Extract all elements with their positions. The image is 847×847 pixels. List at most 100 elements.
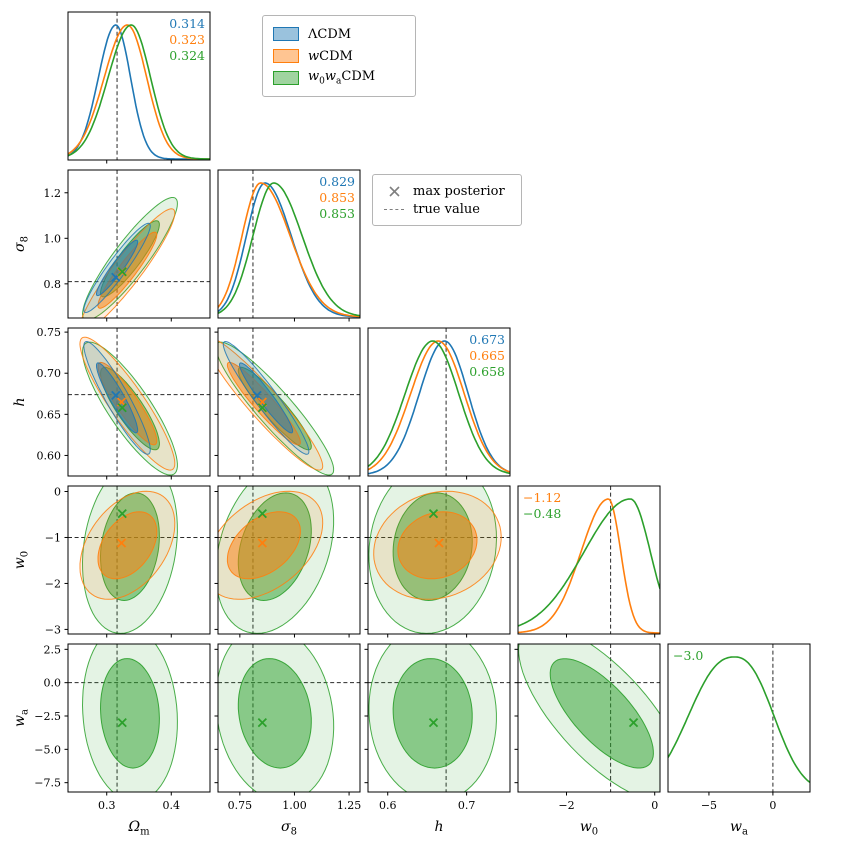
ticks-panel-w0-vs-sigma_8 <box>214 491 350 638</box>
y-tick-label-wa: 0.0 <box>44 677 62 690</box>
ticks-panel-sigma_8-density <box>239 318 350 322</box>
y-tick-label-wa: −2.5 <box>34 710 61 723</box>
panel-sigma_8-vs-omega_m <box>68 170 210 318</box>
ticks-panel-h-vs-sigma_8 <box>214 331 350 480</box>
max-posterior-marker-w0wacdm <box>257 718 267 728</box>
panel-h-vs-sigma_8 <box>218 328 360 476</box>
max-posterior-value-wcdm-omega_m: 0.323 <box>169 32 205 47</box>
panel-frame <box>667 643 811 793</box>
ticks-panel-wa-vs-omega_m: 0.3 0.4 2.5 0.0 −2.5 −5.0 −7.5 <box>34 643 180 812</box>
panel-frame <box>217 485 361 635</box>
y-tick-label-h: 0.70 <box>37 367 62 380</box>
density-curve-wcdm-h <box>368 340 510 473</box>
max-posterior-value-w0wacdm-wa: −3.0 <box>673 648 703 663</box>
legend-label-lcdm: ΛCDM <box>308 26 352 42</box>
x-axis-label-sigma_8: σ8 <box>281 819 297 838</box>
x-tick-label-sigma_8: 1.00 <box>282 799 307 812</box>
max-posterior-marker-w0wacdm <box>428 508 439 519</box>
ticks-panel-omega_m-density <box>106 160 172 164</box>
y-axis-label-sigma_8: σ8 <box>12 236 31 252</box>
x-axis-label-w0: w0 <box>580 819 598 838</box>
panel-frame <box>217 327 361 477</box>
y-tick-label-w0: −2 <box>45 577 61 590</box>
max-posterior-marker-w0wacdm <box>257 508 267 519</box>
density-curve-w0wacdm-omega_m <box>68 24 210 160</box>
max-posterior-value-wcdm-sigma_8: 0.853 <box>319 190 355 205</box>
legend-item-w0wacdm: w0waCDM <box>273 67 405 89</box>
max-posterior-marker-w0wacdm <box>257 403 267 413</box>
ticks-panel-wa-vs-sigma_8: 0.75 1.00 1.25 <box>214 648 361 812</box>
density-curve-lcdm-omega_m <box>68 24 210 160</box>
true-value-dash-icon <box>383 208 405 210</box>
legend-item-wcdm: wCDM <box>273 45 405 67</box>
legend-label-wcdm: wCDM <box>308 48 353 64</box>
panel-frame <box>67 327 211 477</box>
y-tick-label-h: 0.65 <box>37 408 62 421</box>
panel-wa-vs-sigma_8 <box>218 644 360 792</box>
panel-frame <box>517 643 661 793</box>
ticks-panel-sigma_8-vs-omega_m: 0.8 1.0 1.2 <box>44 187 172 322</box>
panel-frame <box>217 643 361 793</box>
density-curve-wcdm-w0 <box>518 498 660 634</box>
ticks-panel-h-vs-omega_m: 0.60 0.65 0.70 0.75 <box>37 326 172 480</box>
x-axis-label-omega_m: Ωm <box>127 819 150 838</box>
panel-wa-vs-h <box>368 644 510 792</box>
y-tick-label-w0: −1 <box>45 531 61 544</box>
x-axis-label-wa: wa <box>730 819 748 838</box>
contour-1sigma-w0wacdm <box>99 658 160 769</box>
true-value-label: true value <box>413 201 480 217</box>
legend-swatch-w0wacdm <box>273 71 299 85</box>
contour-1sigma-w0wacdm <box>392 658 473 769</box>
ticks-panel-w0-vs-h <box>364 491 468 638</box>
ticks-panel-w0-density <box>566 634 656 638</box>
y-tick-label-wa: −7.5 <box>34 777 61 790</box>
panel-frame <box>517 485 661 635</box>
legend-swatch-lcdm <box>273 27 299 41</box>
panel-wa-vs-w0 <box>518 644 660 792</box>
y-tick-label-wa: −5.0 <box>34 743 61 756</box>
panel-frame <box>67 485 211 635</box>
ticks-panel-wa-vs-h: 0.6 0.7 <box>364 648 475 812</box>
ticks-panel-h-density <box>387 476 468 480</box>
contour-1sigma-lcdm <box>96 239 139 297</box>
ticks-panel-w0-vs-omega_m: 0 −1 −2 −3 <box>45 486 172 638</box>
y-tick-label-sigma_8: 1.2 <box>44 187 62 200</box>
y-axis-label-wa: wa <box>12 709 31 727</box>
x-tick-label-w0: 0 <box>651 799 658 812</box>
max-posterior-marker-lcdm <box>252 390 262 401</box>
x-tick-label-wa: −5 <box>701 799 717 812</box>
panel-wa-vs-omega_m <box>68 644 210 792</box>
y-tick-label-h: 0.75 <box>37 326 62 339</box>
x-tick-label-sigma_8: 0.75 <box>228 799 253 812</box>
x-axis-label-h: h <box>434 819 443 835</box>
contour-1sigma-w0wacdm <box>237 658 312 769</box>
max-posterior-value-lcdm-omega_m: 0.314 <box>169 16 205 31</box>
y-tick-label-sigma_8: 0.8 <box>44 278 62 291</box>
legend-item-true-value: true value <box>383 200 511 218</box>
x-tick-label-wa: 0 <box>769 799 776 812</box>
max-posterior-value-w0wacdm-h: 0.658 <box>469 364 505 379</box>
marker-legend: max posterior true value <box>372 174 522 226</box>
panel-wa-density: −3.0 <box>668 644 810 792</box>
legend-item-max-posterior: max posterior <box>383 182 511 200</box>
density-curve-w0wacdm-h <box>368 340 510 475</box>
max-posterior-value-w0wacdm-sigma_8: 0.853 <box>319 206 355 221</box>
y-tick-label-sigma_8: 1.0 <box>44 232 62 245</box>
y-tick-label-w0: 0 <box>54 486 61 499</box>
max-posterior-value-lcdm-h: 0.673 <box>469 332 505 347</box>
legend-item-lcdm: ΛCDM <box>273 23 405 45</box>
y-tick-label-w0: −3 <box>45 623 61 636</box>
max-posterior-marker-wcdm <box>434 538 444 548</box>
density-curve-w0wacdm-wa <box>668 656 810 784</box>
panel-frame <box>367 327 511 477</box>
x-tick-label-h: 0.6 <box>379 799 397 812</box>
panel-w0-vs-h <box>368 486 510 634</box>
panel-h-vs-omega_m <box>68 328 210 476</box>
y-axis-label-h: h <box>12 397 28 406</box>
max-posterior-value-lcdm-sigma_8: 0.829 <box>319 174 355 189</box>
